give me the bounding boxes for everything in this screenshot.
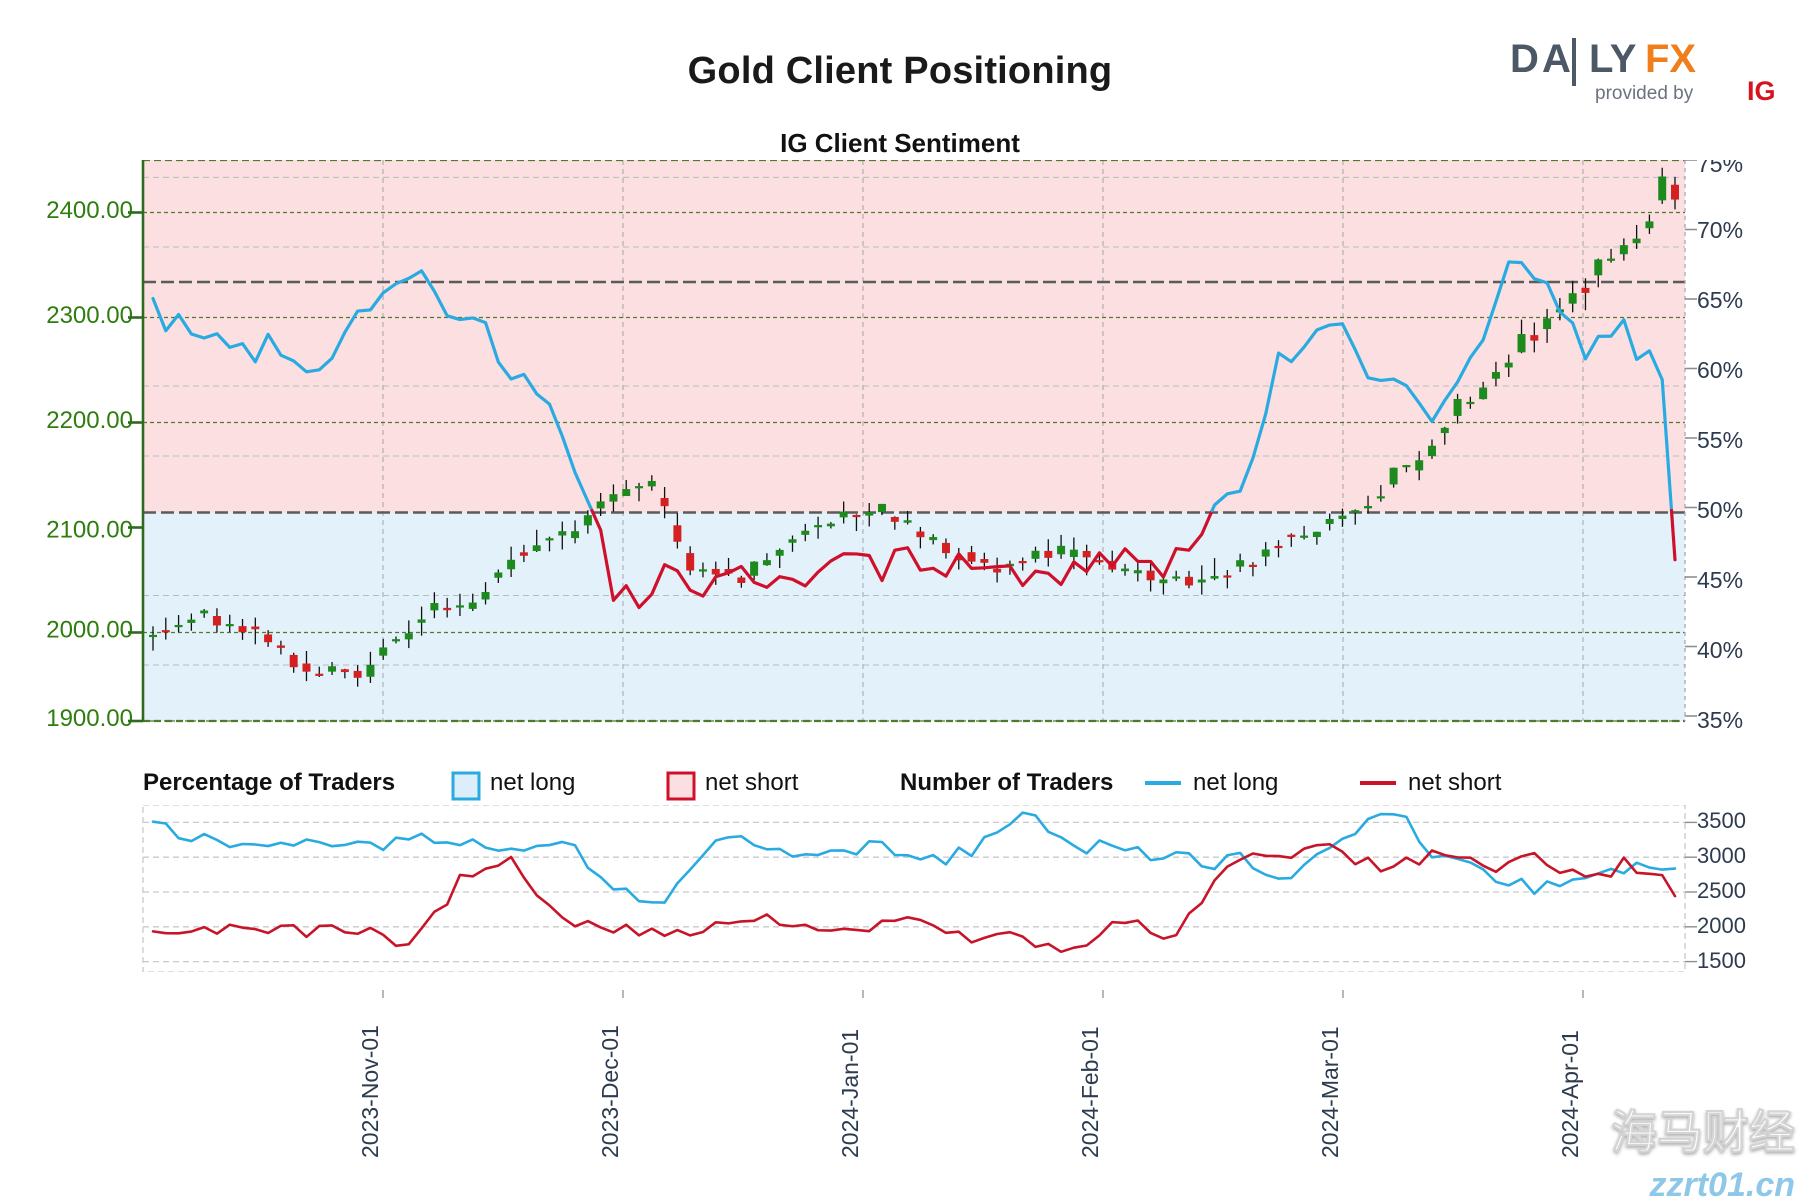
svg-text:40%: 40%	[1697, 637, 1743, 663]
svg-text:3000: 3000	[1697, 843, 1746, 868]
svg-text:zzrt01.cn: zzrt01.cn	[1649, 1166, 1796, 1200]
svg-text:70%: 70%	[1697, 217, 1743, 243]
svg-text:provided by: provided by	[1595, 83, 1694, 104]
svg-text:2400.00: 2400.00	[46, 197, 133, 224]
svg-text:2023-Dec-01: 2023-Dec-01	[597, 1025, 623, 1158]
svg-text:75%: 75%	[1697, 160, 1743, 177]
svg-text:net short: net short	[705, 769, 799, 796]
svg-text:1900.00: 1900.00	[46, 705, 133, 730]
svg-text:2000: 2000	[1697, 913, 1746, 938]
svg-text:2300.00: 2300.00	[46, 302, 133, 329]
svg-text:2024-Feb-01: 2024-Feb-01	[1077, 1026, 1103, 1158]
svg-text:net short: net short	[1408, 769, 1502, 796]
svg-text:65%: 65%	[1697, 287, 1743, 313]
svg-text:50%: 50%	[1697, 497, 1743, 523]
svg-text:55%: 55%	[1697, 427, 1743, 453]
svg-text:2200.00: 2200.00	[46, 407, 133, 434]
svg-text:2023-Nov-01: 2023-Nov-01	[357, 1025, 383, 1158]
svg-text:2000.00: 2000.00	[46, 617, 133, 644]
svg-text:60%: 60%	[1697, 357, 1743, 383]
svg-text:FX: FX	[1645, 37, 1696, 81]
svg-text:1500: 1500	[1697, 948, 1746, 972]
svg-text:net long: net long	[490, 769, 575, 796]
svg-text:Percentage of Traders: Percentage of Traders	[143, 769, 395, 796]
svg-text:2500: 2500	[1697, 878, 1746, 903]
svg-text:net long: net long	[1193, 769, 1278, 796]
svg-text:35%: 35%	[1697, 707, 1743, 730]
svg-text:IG: IG	[1747, 76, 1776, 106]
svg-text:海马财经: 海马财经	[1611, 1106, 1795, 1158]
svg-text:2024-Jan-01: 2024-Jan-01	[837, 1029, 863, 1158]
svg-text:3500: 3500	[1697, 808, 1746, 833]
svg-text:D: D	[1510, 37, 1539, 81]
svg-text:2024-Mar-01: 2024-Mar-01	[1317, 1026, 1343, 1158]
svg-text:A: A	[1542, 37, 1571, 81]
svg-text:Number of Traders: Number of Traders	[900, 769, 1113, 796]
svg-text:45%: 45%	[1697, 567, 1743, 593]
svg-text:LY: LY	[1589, 37, 1637, 81]
svg-text:2100.00: 2100.00	[46, 517, 133, 544]
